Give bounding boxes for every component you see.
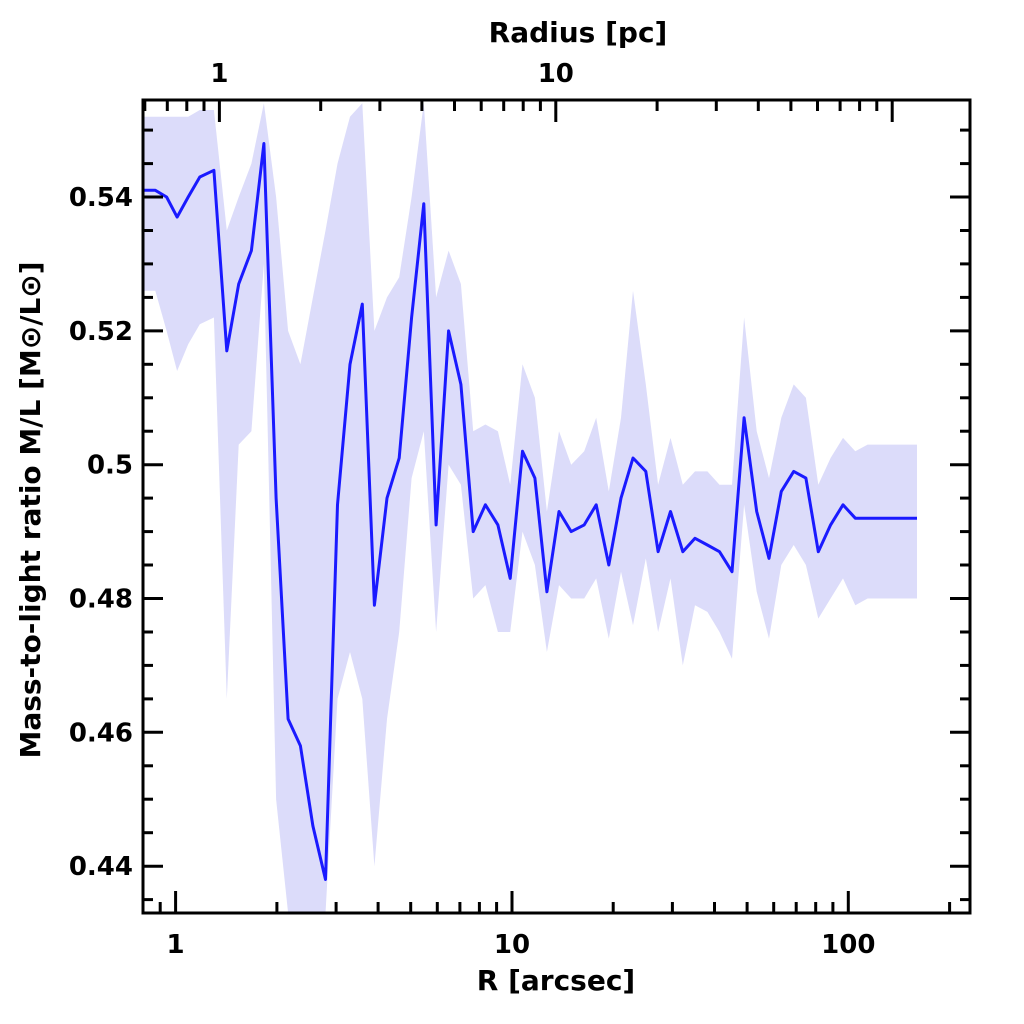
- series-line: [143, 142, 917, 881]
- uncertainty-band: [143, 103, 917, 913]
- y-tick-label: 0.54: [69, 183, 133, 213]
- x-axis-title-bottom: R [arcsec]: [477, 964, 635, 997]
- y-tick-label: 0.44: [69, 852, 133, 882]
- top-tick-label: 10: [538, 59, 574, 89]
- x-tick-label: 1: [167, 930, 185, 960]
- top-tick-label: 1: [210, 59, 228, 89]
- y-tick-label: 0.48: [69, 585, 133, 615]
- x-axis-title-top: Radius [pc]: [489, 16, 668, 49]
- x-tick-label: 100: [821, 930, 875, 960]
- x-tick-label: 10: [494, 930, 530, 960]
- y-axis-title: Mass-to-light ratio M/L [M⊙/L⊙]: [14, 261, 47, 758]
- y-tick-label: 0.46: [69, 718, 133, 748]
- y-tick-label: 0.52: [69, 317, 133, 347]
- y-tick-label: 0.5: [87, 451, 133, 481]
